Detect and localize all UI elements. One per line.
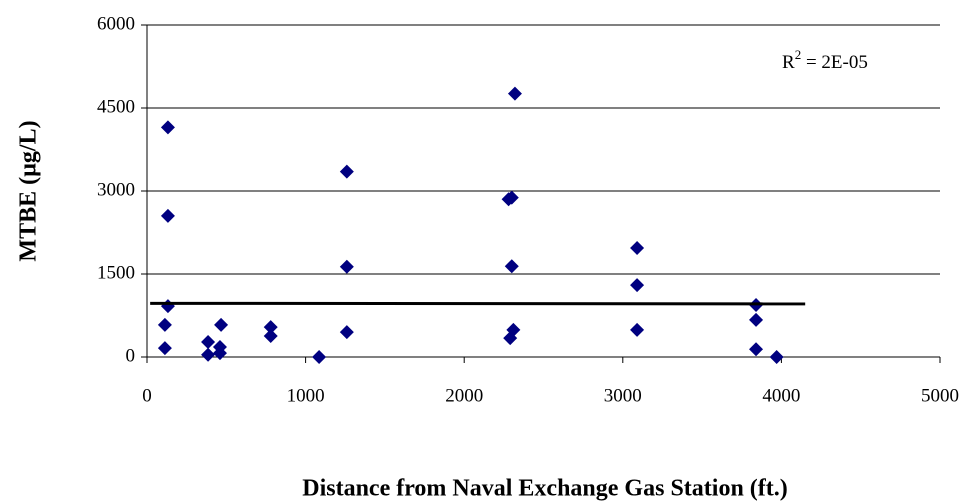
data-point	[157, 317, 172, 332]
y-tick-label: 4500	[97, 96, 135, 117]
data-point	[263, 320, 278, 335]
x-tick-label: 2000	[445, 385, 483, 406]
data-point	[160, 299, 175, 314]
data-point	[212, 346, 227, 361]
x-tick-label: 5000	[921, 385, 959, 406]
y-tick-label: 1500	[97, 262, 135, 283]
data-point	[749, 342, 764, 357]
x-tick-label: 1000	[287, 385, 325, 406]
data-point	[503, 331, 518, 346]
data-point	[504, 259, 519, 274]
y-axis-title: MTBE (µg/L)	[16, 120, 42, 261]
x-axis-title: Distance from Naval Exchange Gas Station…	[302, 476, 788, 502]
y-tick-label: 0	[126, 345, 136, 366]
annotation: R2 = 2E-05	[782, 47, 868, 73]
data-point	[749, 312, 764, 327]
data-point	[201, 335, 216, 350]
data-point	[769, 350, 784, 364]
x-tick-label: 3000	[604, 385, 642, 406]
data-point	[630, 278, 645, 293]
data-point	[201, 347, 216, 362]
data-point	[263, 328, 278, 343]
data-point	[312, 350, 327, 364]
data-point	[630, 322, 645, 337]
data-point	[339, 164, 354, 179]
data-point	[339, 325, 354, 340]
data-point	[157, 341, 172, 356]
x-tick-label: 4000	[762, 385, 800, 406]
annotation-base: R	[782, 52, 795, 73]
data-point	[214, 317, 229, 332]
y-tick-label: 3000	[97, 179, 135, 200]
data-point	[506, 322, 521, 337]
annotation-sup: 2	[795, 47, 802, 62]
trend-line	[150, 301, 806, 306]
y-tick-label: 6000	[97, 13, 135, 34]
annotation-text: = 2E-05	[801, 52, 868, 73]
data-point	[339, 259, 354, 274]
data-point	[630, 240, 645, 255]
data-point	[160, 208, 175, 223]
data-point	[507, 86, 522, 101]
x-tick-label: 0	[142, 385, 152, 406]
data-point	[501, 192, 516, 207]
data-point	[160, 120, 175, 135]
